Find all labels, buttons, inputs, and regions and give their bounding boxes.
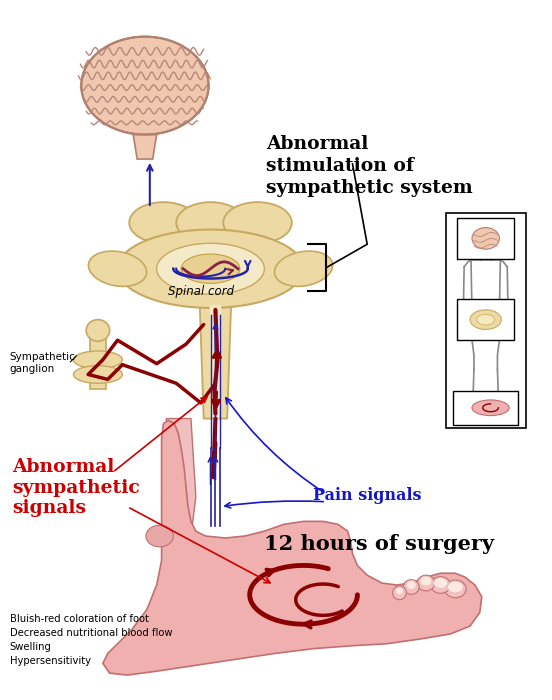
Text: Abnormal
stimulation of
sympathetic system: Abnormal stimulation of sympathetic syst… bbox=[267, 134, 473, 197]
Ellipse shape bbox=[73, 365, 123, 384]
Ellipse shape bbox=[431, 577, 450, 594]
Bar bbox=[457, 218, 514, 259]
Ellipse shape bbox=[223, 202, 292, 244]
Ellipse shape bbox=[88, 251, 147, 286]
Ellipse shape bbox=[420, 576, 432, 586]
Polygon shape bbox=[133, 134, 157, 159]
Ellipse shape bbox=[472, 228, 500, 249]
Ellipse shape bbox=[444, 580, 466, 598]
Ellipse shape bbox=[392, 586, 406, 600]
Ellipse shape bbox=[406, 580, 416, 589]
Text: Abnormal
sympathetic
signals: Abnormal sympathetic signals bbox=[12, 458, 140, 517]
Ellipse shape bbox=[448, 581, 463, 593]
Ellipse shape bbox=[73, 351, 123, 369]
Ellipse shape bbox=[176, 202, 245, 244]
Ellipse shape bbox=[470, 310, 501, 330]
Bar bbox=[445, 213, 526, 428]
Bar bbox=[453, 391, 518, 426]
Text: 12 hours of surgery: 12 hours of surgery bbox=[264, 534, 495, 554]
Polygon shape bbox=[103, 421, 482, 675]
Ellipse shape bbox=[86, 320, 110, 341]
Ellipse shape bbox=[417, 575, 435, 591]
Ellipse shape bbox=[472, 400, 509, 416]
Ellipse shape bbox=[274, 251, 333, 286]
Polygon shape bbox=[210, 305, 221, 419]
Ellipse shape bbox=[129, 202, 198, 244]
Text: Sympathetic
ganglion: Sympathetic ganglion bbox=[10, 352, 76, 375]
Text: Bluish-red coloration of foot
Decreased nutritional blood flow
Swelling
Hypersen: Bluish-red coloration of foot Decreased … bbox=[10, 615, 172, 666]
Ellipse shape bbox=[81, 36, 209, 134]
Ellipse shape bbox=[477, 314, 495, 325]
Ellipse shape bbox=[396, 587, 404, 595]
Ellipse shape bbox=[157, 244, 264, 294]
Ellipse shape bbox=[434, 578, 448, 589]
Text: Spinal cord: Spinal cord bbox=[168, 286, 234, 298]
Polygon shape bbox=[162, 419, 196, 551]
Ellipse shape bbox=[181, 254, 240, 284]
Polygon shape bbox=[90, 330, 106, 389]
Ellipse shape bbox=[118, 230, 304, 308]
Text: Pain signals: Pain signals bbox=[314, 487, 422, 504]
Polygon shape bbox=[200, 305, 231, 419]
Ellipse shape bbox=[146, 525, 173, 547]
Bar bbox=[457, 299, 514, 340]
Ellipse shape bbox=[404, 580, 419, 594]
